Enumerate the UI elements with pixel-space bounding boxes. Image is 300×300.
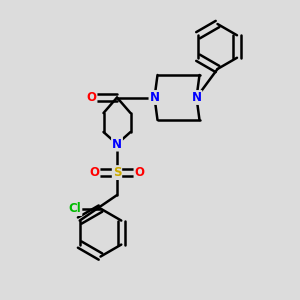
- Text: Cl: Cl: [69, 202, 81, 215]
- Text: O: O: [89, 166, 100, 179]
- Text: N: N: [112, 138, 122, 151]
- Text: S: S: [113, 166, 121, 179]
- Text: N: N: [149, 91, 160, 104]
- Text: N: N: [191, 91, 202, 104]
- Text: O: O: [86, 91, 97, 104]
- Text: O: O: [134, 166, 145, 179]
